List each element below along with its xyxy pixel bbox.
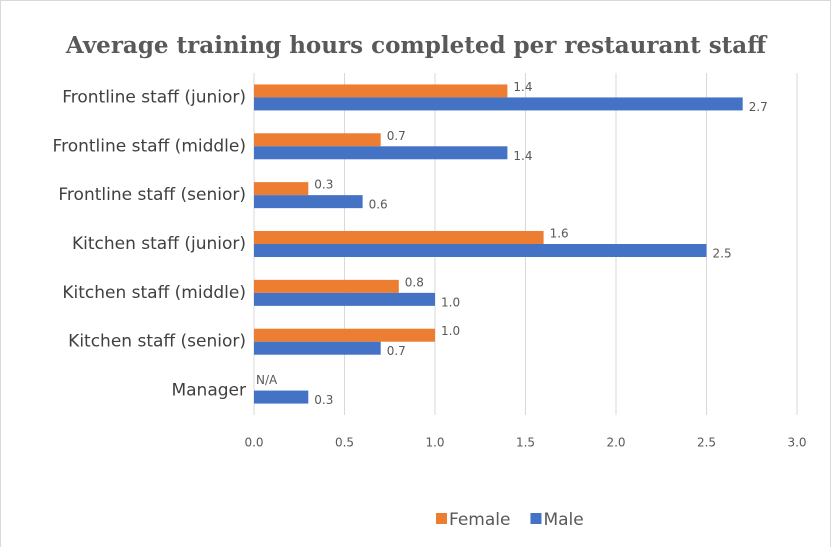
y-tick-label: Kitchen staff (senior) [68, 332, 246, 352]
bar [254, 182, 309, 196]
data-label: 0.7 [387, 129, 406, 143]
x-tick-label: 1.5 [516, 436, 535, 450]
x-tick-label: 2.5 [697, 436, 716, 450]
x-tick-label: 0.5 [335, 436, 354, 450]
bar [254, 328, 435, 342]
bar [254, 341, 381, 355]
legend-label: Female [449, 510, 510, 530]
bar [254, 292, 435, 306]
bar [254, 84, 508, 98]
data-label: 0.3 [314, 393, 333, 407]
y-tick-label: Frontline staff (junior) [62, 87, 246, 107]
y-tick-label: Manager [171, 381, 246, 401]
data-label: 1.0 [441, 324, 460, 338]
bar [254, 244, 707, 257]
bar [254, 146, 508, 160]
bar [254, 231, 544, 244]
bar [254, 133, 381, 147]
x-tick-label: 0.0 [244, 436, 263, 450]
y-tick-label: Kitchen staff (junior) [72, 234, 246, 254]
legend-swatch [530, 513, 542, 524]
y-tick-label: Frontline staff (senior) [58, 185, 246, 205]
data-label: N/A [256, 373, 278, 387]
data-label: 0.3 [314, 178, 333, 192]
bar [254, 97, 743, 111]
data-label: 2.7 [749, 100, 768, 114]
bar [254, 195, 363, 209]
x-tick-label: 3.0 [787, 436, 806, 450]
data-label: 2.5 [713, 247, 732, 261]
y-tick-label: Frontline staff (middle) [53, 136, 246, 156]
y-tick-label: Kitchen staff (middle) [62, 283, 246, 303]
x-tick-label: 2.0 [606, 436, 625, 450]
chart-title: Average training hours completed per res… [65, 32, 768, 59]
data-label: 0.7 [387, 344, 406, 358]
bar [254, 390, 309, 404]
data-label: 1.4 [513, 149, 532, 163]
bar [254, 279, 399, 293]
data-label: 1.0 [441, 295, 460, 309]
data-label: 0.6 [369, 198, 388, 212]
legend-swatch [436, 513, 447, 524]
data-label: 1.6 [550, 227, 569, 241]
legend-label: Male [543, 510, 583, 530]
x-tick-label: 1.0 [425, 436, 444, 450]
data-label: 0.8 [405, 275, 424, 289]
data-label: 1.4 [513, 80, 532, 94]
